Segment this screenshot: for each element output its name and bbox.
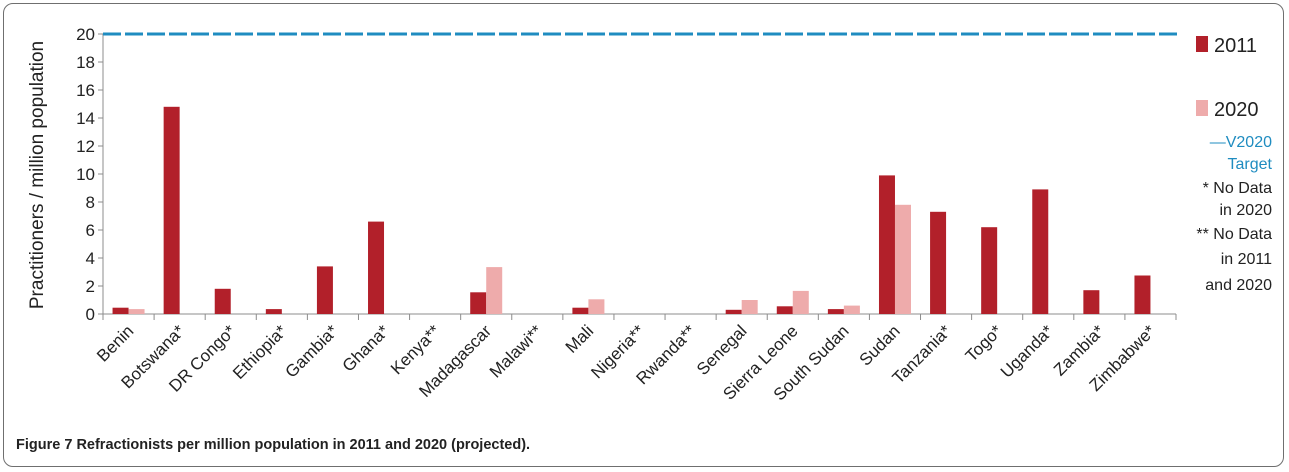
bar-2011-sudan [878,175,895,314]
legend-note: in 2011 [1221,251,1272,268]
bar-2011-zimbabwe [1134,275,1151,314]
y-tick-label: 14 [76,109,95,128]
bar-2011-south-sudan [827,309,844,314]
bar-2011-dr-congo [214,288,231,314]
bar-2011-sierra-leone [776,306,793,314]
bars [103,32,1181,314]
bar-2020-sierra-leone [792,290,809,314]
bar-2011-mali [572,307,589,314]
x-tick-label: Uganda* [997,321,1057,381]
bar-2020-madagascar [486,267,503,314]
x-tick-label: Gambia* [282,321,342,381]
bar-2011-tanzania [930,211,947,314]
bar-2011-ghana [368,221,385,314]
bar-2011-benin [112,307,129,314]
legend-note: and 2020 [1205,277,1272,294]
bar-2020-benin [128,309,145,314]
bar-2011-senegal [725,309,742,314]
figure-caption: Figure 7 Refractionists per million popu… [16,437,530,453]
x-tick-label: Togo* [962,321,1006,365]
bar-2011-botswana [163,106,180,314]
y-tick-label: 18 [76,53,95,72]
bar-2020-senegal [741,300,758,314]
x-tick-label: Sudan [856,321,904,369]
y-axis-label: Practitioners / million population [27,41,48,309]
figure-frame [3,3,1284,467]
bar-2011-togo [981,227,998,314]
y-tick-label: 8 [86,193,95,212]
legend-label-target: —V2020 [1210,134,1272,151]
legend-swatch-2011 [1196,36,1208,52]
caption-label: Figure 7 [16,437,73,453]
legend-note: ** No Data [1196,226,1272,243]
y-tick-label: 10 [76,165,95,184]
legend: 2011 2020 —V2020 Target * No Data in 2020 ** N… [1196,35,1273,294]
legend-label-2011: 2011 [1214,35,1257,57]
y-tick-label: 20 [76,25,95,44]
bar-2011-zambia [1083,290,1100,314]
x-tick-label: Ethiopia* [229,321,291,383]
plot-area [102,34,1176,315]
x-tick-label: Ghana* [339,321,393,375]
bar-2020-south-sudan [843,305,860,314]
legend-label-target-2: Target [1228,156,1273,173]
caption-text: Refractionists per million population in… [76,437,531,453]
legend-note: * No Data [1203,180,1272,197]
legend-label-2020: 2020 [1214,99,1259,121]
bar-2020-sudan [894,204,911,314]
x-tick-label: Malawi** [486,321,546,381]
legend-swatch-2020 [1196,100,1208,116]
x-tick-label: Benin [93,321,137,365]
bar-2011-gambia [316,266,333,314]
y-tick-label: 12 [76,137,95,156]
bar-2020-mali [588,299,605,314]
y-tick-label: 0 [86,305,95,324]
y-tick-label: 4 [86,249,95,268]
bar-2011-ethiopia [265,309,282,314]
y-tick-label: 6 [86,221,95,240]
bar-2011-uganda [1032,189,1049,314]
y-tick-label: 16 [76,81,95,100]
legend-note: in 2020 [1220,202,1273,219]
y-axis: 0 2 4 6 8 10 12 14 16 18 20 [76,25,103,324]
bar-2011-madagascar [470,292,487,314]
y-tick-label: 2 [86,277,95,296]
x-tick-label: Mali [562,321,597,356]
